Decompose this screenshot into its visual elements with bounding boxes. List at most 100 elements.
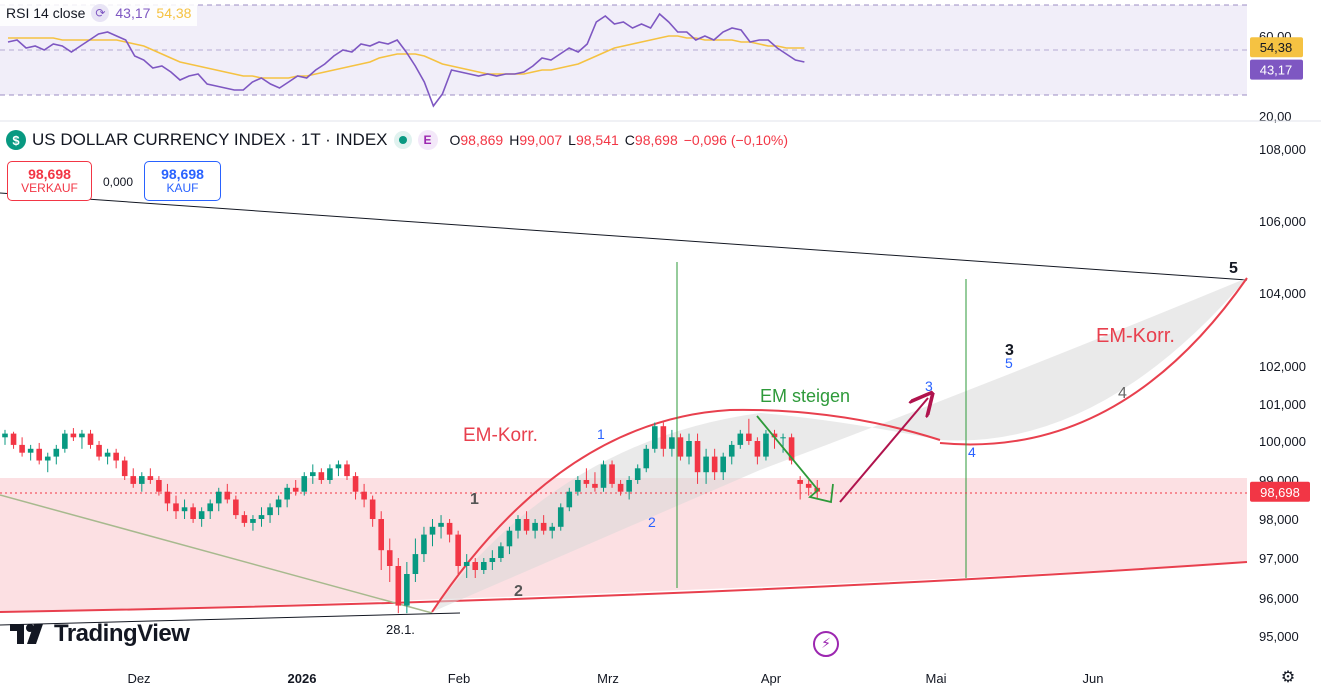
tradingview-logo[interactable]: TradingView — [10, 620, 190, 648]
candle — [532, 519, 538, 539]
candle — [711, 448, 718, 480]
candle — [147, 468, 154, 484]
candle — [771, 429, 778, 449]
candle-body — [412, 554, 419, 574]
low-label: L — [568, 132, 576, 148]
candle — [36, 442, 42, 465]
sell-button[interactable]: 98,698 VERKAUF — [7, 161, 92, 201]
candle-body — [233, 499, 239, 516]
resistance-trend-line — [0, 192, 1248, 281]
candle — [489, 550, 496, 570]
candle — [498, 542, 504, 562]
high-label: H — [509, 132, 520, 148]
wave-4-gray: 4 — [1118, 385, 1127, 402]
candle — [455, 530, 461, 574]
candle-body — [566, 491, 573, 508]
change-value: −0,096 (−0,10%) — [683, 132, 789, 148]
candle — [198, 507, 205, 527]
em-korr-label-left: EM-Korr. — [463, 425, 538, 446]
candle — [694, 433, 701, 484]
wave-2-blue: 2 — [648, 514, 656, 530]
wave-2-gray: 2 — [514, 583, 523, 600]
em-korr-arc-right — [939, 277, 1248, 446]
candle — [754, 437, 761, 465]
refresh-icon[interactable]: ⟳ — [91, 4, 110, 22]
candle-body — [327, 468, 333, 480]
candle — [720, 452, 726, 480]
buy-button[interactable]: 98,698 KAUF — [144, 161, 221, 201]
time-tick-label: Mai — [926, 671, 947, 686]
time-tick-label: Apr — [761, 671, 782, 686]
candle-body — [224, 491, 231, 500]
buy-label: KAUF — [166, 181, 199, 196]
close-label: C — [624, 132, 635, 148]
candle-body — [395, 566, 402, 606]
candle — [130, 468, 137, 488]
candle — [523, 511, 530, 535]
symbol-legend[interactable]: $ US DOLLAR CURRENCY INDEX · 1T · INDEX … — [6, 130, 788, 150]
candle-body — [575, 480, 581, 492]
candle — [2, 429, 8, 445]
price-axis: 108,000 106,000 104,000 102,000 101,000 100,0… — [1259, 142, 1306, 644]
candle — [728, 441, 735, 465]
candle-body — [241, 515, 248, 523]
wave-1-gray: 1 — [470, 491, 479, 508]
price-tick-label: 98,000 — [1259, 512, 1299, 527]
candle-body — [310, 472, 316, 477]
ohlc-values: O98,869 H99,007 L98,541 C98,698 −0,096 (… — [450, 132, 789, 148]
candle — [70, 428, 77, 441]
candle — [327, 464, 333, 484]
candle — [10, 431, 17, 449]
candle-body — [728, 444, 735, 457]
candle — [429, 519, 436, 547]
symbol-name[interactable]: US DOLLAR CURRENCY INDEX · 1T · INDEX — [32, 130, 388, 149]
last-price-tag: 98,698 — [1250, 481, 1310, 502]
price-tick-label: 108,000 — [1259, 142, 1306, 157]
settings-icon[interactable]: ⚙ — [1280, 667, 1296, 686]
candle — [446, 519, 453, 543]
wave-projection-zone — [432, 278, 1247, 612]
candle — [361, 483, 367, 508]
candle — [634, 464, 641, 484]
market-status-icon — [393, 131, 412, 149]
candle-body — [472, 562, 479, 570]
event-badge[interactable]: E — [417, 130, 438, 150]
candle — [335, 460, 342, 477]
rsi-line — [7, 12, 805, 108]
candle-body — [540, 522, 547, 531]
bottom-support-line — [0, 612, 461, 626]
candle — [258, 507, 265, 527]
candle-body — [711, 456, 718, 473]
candle-body — [780, 437, 786, 439]
price-tick-label: 95,000 — [1259, 629, 1299, 644]
candle-body — [96, 444, 102, 457]
wave-5-blue: 5 — [1005, 355, 1013, 371]
candle — [207, 499, 213, 519]
candle — [79, 429, 85, 449]
candle-body — [703, 456, 709, 473]
candle-body — [805, 483, 812, 488]
candle — [181, 499, 188, 519]
candle-body — [113, 452, 119, 461]
candle — [53, 444, 60, 465]
candle — [233, 495, 239, 519]
candle-body — [720, 456, 726, 473]
candle-body — [592, 483, 598, 488]
candle-body — [694, 441, 701, 473]
candle — [506, 526, 513, 555]
high-value: 99,007 — [519, 132, 563, 148]
price-tick-label: 101,000 — [1259, 397, 1306, 412]
rsi-legend[interactable]: RSI 14 close ⟳ 43,17 54,38 — [0, 0, 198, 26]
candle-body — [164, 491, 171, 504]
candle — [583, 468, 590, 488]
candle-body — [438, 522, 444, 527]
price-tick-label: 102,000 — [1259, 359, 1306, 374]
candle — [352, 472, 359, 500]
lightning-icon[interactable]: ⚡ — [813, 631, 839, 657]
candle — [540, 515, 547, 535]
candle-body — [583, 480, 590, 484]
candle-body — [36, 448, 42, 461]
candle-body — [446, 522, 453, 535]
